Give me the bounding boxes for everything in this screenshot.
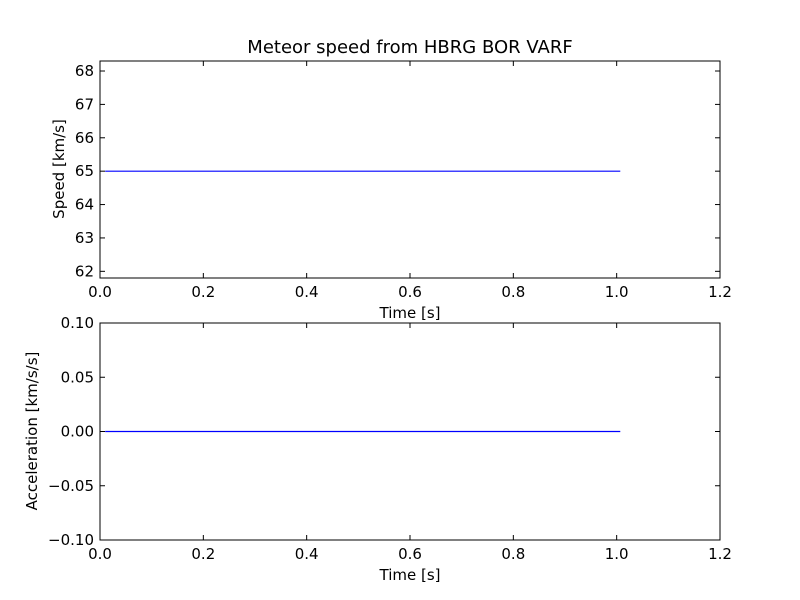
speed-x-tick-label: 0.2 xyxy=(191,283,215,301)
acceleration-x-tick-label: 0.6 xyxy=(398,545,422,563)
acceleration-x-tick-label: 0.4 xyxy=(295,545,319,563)
acceleration-y-tick-label: −0.05 xyxy=(48,477,94,495)
speed-x-tick-label: 0.6 xyxy=(398,283,422,301)
acceleration-x-tick-label: 1.0 xyxy=(605,545,629,563)
speed-y-tick-label: 67 xyxy=(75,95,94,113)
speed-y-tick-label: 66 xyxy=(75,129,94,147)
acceleration-y-tick-label: −0.10 xyxy=(48,531,94,549)
acceleration-y-tick-label: 0.05 xyxy=(61,368,94,386)
speed-x-tick-label: 0.4 xyxy=(295,283,319,301)
speed-x-axis-label: Time [s] xyxy=(379,304,441,322)
acceleration-y-tick-label: 0.00 xyxy=(61,423,94,441)
acceleration-panel: Time [s] Acceleration [km/s/s] 0.0 0.2 0.4… xyxy=(23,314,732,584)
speed-x-tick-label: 0.8 xyxy=(501,283,525,301)
chart-title: Meteor speed from HBRG BOR VARF xyxy=(247,37,572,58)
acceleration-y-tick-label: 0.10 xyxy=(61,314,94,332)
speed-y-tick-label: 64 xyxy=(75,196,94,214)
acceleration-y-axis-label: Acceleration [km/s/s] xyxy=(23,352,41,511)
speed-x-tick-label: 0.0 xyxy=(88,283,112,301)
speed-y-axis-label: Speed [km/s] xyxy=(50,119,68,219)
acceleration-x-axis-label: Time [s] xyxy=(379,566,441,584)
acceleration-x-tick-label: 0.2 xyxy=(191,545,215,563)
acceleration-x-tick-label: 0.8 xyxy=(501,545,525,563)
speed-y-tick-label: 62 xyxy=(75,262,94,280)
speed-y-tick-label: 65 xyxy=(75,162,94,180)
speed-y-tick-label: 63 xyxy=(75,229,94,247)
speed-y-tick-label: 68 xyxy=(75,62,94,80)
speed-x-tick-label: 1.0 xyxy=(605,283,629,301)
speed-panel: Meteor speed from HBRG BOR VARF Time [s]… xyxy=(50,37,732,322)
acceleration-x-tick-label: 0.0 xyxy=(88,545,112,563)
speed-x-tick-label: 1.2 xyxy=(708,283,732,301)
acceleration-x-tick-label: 1.2 xyxy=(708,545,732,563)
